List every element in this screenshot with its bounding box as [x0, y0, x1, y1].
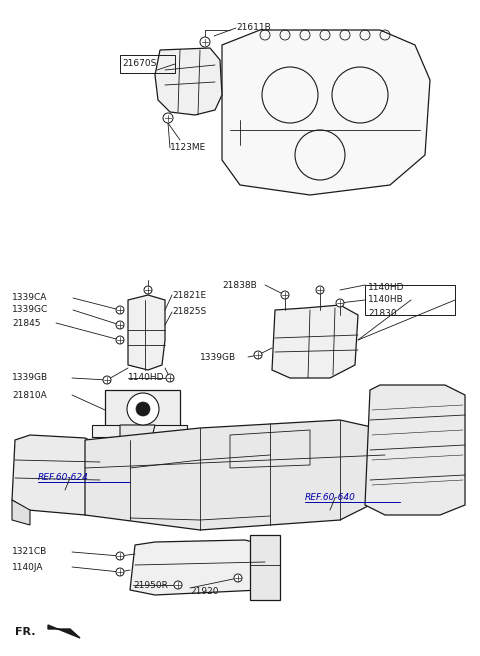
Circle shape [116, 336, 124, 344]
Circle shape [116, 306, 124, 314]
Bar [365, 285, 455, 315]
Polygon shape [12, 500, 30, 525]
Text: 21845: 21845 [12, 319, 40, 327]
Circle shape [234, 574, 242, 582]
Circle shape [166, 374, 174, 382]
Text: 1123ME: 1123ME [170, 144, 206, 152]
Circle shape [174, 581, 182, 589]
Polygon shape [250, 535, 280, 600]
Text: 1321CB: 1321CB [12, 548, 47, 556]
Text: 1339CA: 1339CA [12, 293, 48, 302]
Polygon shape [155, 48, 222, 115]
Circle shape [163, 113, 173, 123]
Text: 1339GB: 1339GB [12, 373, 48, 382]
Text: FR.: FR. [15, 627, 36, 637]
Text: 1140JA: 1140JA [12, 562, 44, 571]
Polygon shape [365, 385, 465, 515]
Polygon shape [128, 295, 165, 370]
Circle shape [281, 291, 289, 299]
Text: 1339GC: 1339GC [12, 306, 48, 314]
Circle shape [116, 568, 124, 576]
Circle shape [103, 376, 111, 384]
Polygon shape [222, 30, 430, 195]
Polygon shape [48, 625, 80, 638]
Polygon shape [12, 435, 100, 515]
Circle shape [127, 393, 159, 425]
Bar [105, 390, 180, 428]
Circle shape [316, 286, 324, 294]
Text: 21838B: 21838B [222, 281, 257, 289]
Circle shape [254, 351, 262, 359]
Text: 21825S: 21825S [172, 308, 206, 316]
Text: 1339GB: 1339GB [200, 352, 236, 361]
Circle shape [200, 37, 210, 47]
Polygon shape [272, 305, 358, 378]
Circle shape [116, 552, 124, 560]
Text: 21611B: 21611B [236, 24, 271, 33]
Polygon shape [130, 540, 265, 595]
Text: 21821E: 21821E [172, 291, 206, 300]
Text: 21670S: 21670S [122, 60, 156, 68]
Text: 1140HD: 1140HD [128, 373, 165, 382]
Polygon shape [85, 420, 385, 530]
Text: 21950R: 21950R [133, 581, 168, 590]
Polygon shape [120, 425, 155, 465]
Circle shape [336, 299, 344, 307]
Text: REF.60-640: REF.60-640 [305, 493, 356, 502]
Circle shape [116, 321, 124, 329]
Text: 1140HB: 1140HB [368, 295, 404, 304]
Text: 21830: 21830 [368, 310, 396, 319]
Text: 1140HD: 1140HD [368, 283, 405, 293]
Bar [92, 425, 187, 437]
Circle shape [136, 402, 150, 416]
Text: REF.60-624: REF.60-624 [38, 474, 89, 483]
Text: 21810A: 21810A [12, 390, 47, 400]
Circle shape [144, 286, 152, 294]
Text: 21920: 21920 [190, 588, 218, 596]
